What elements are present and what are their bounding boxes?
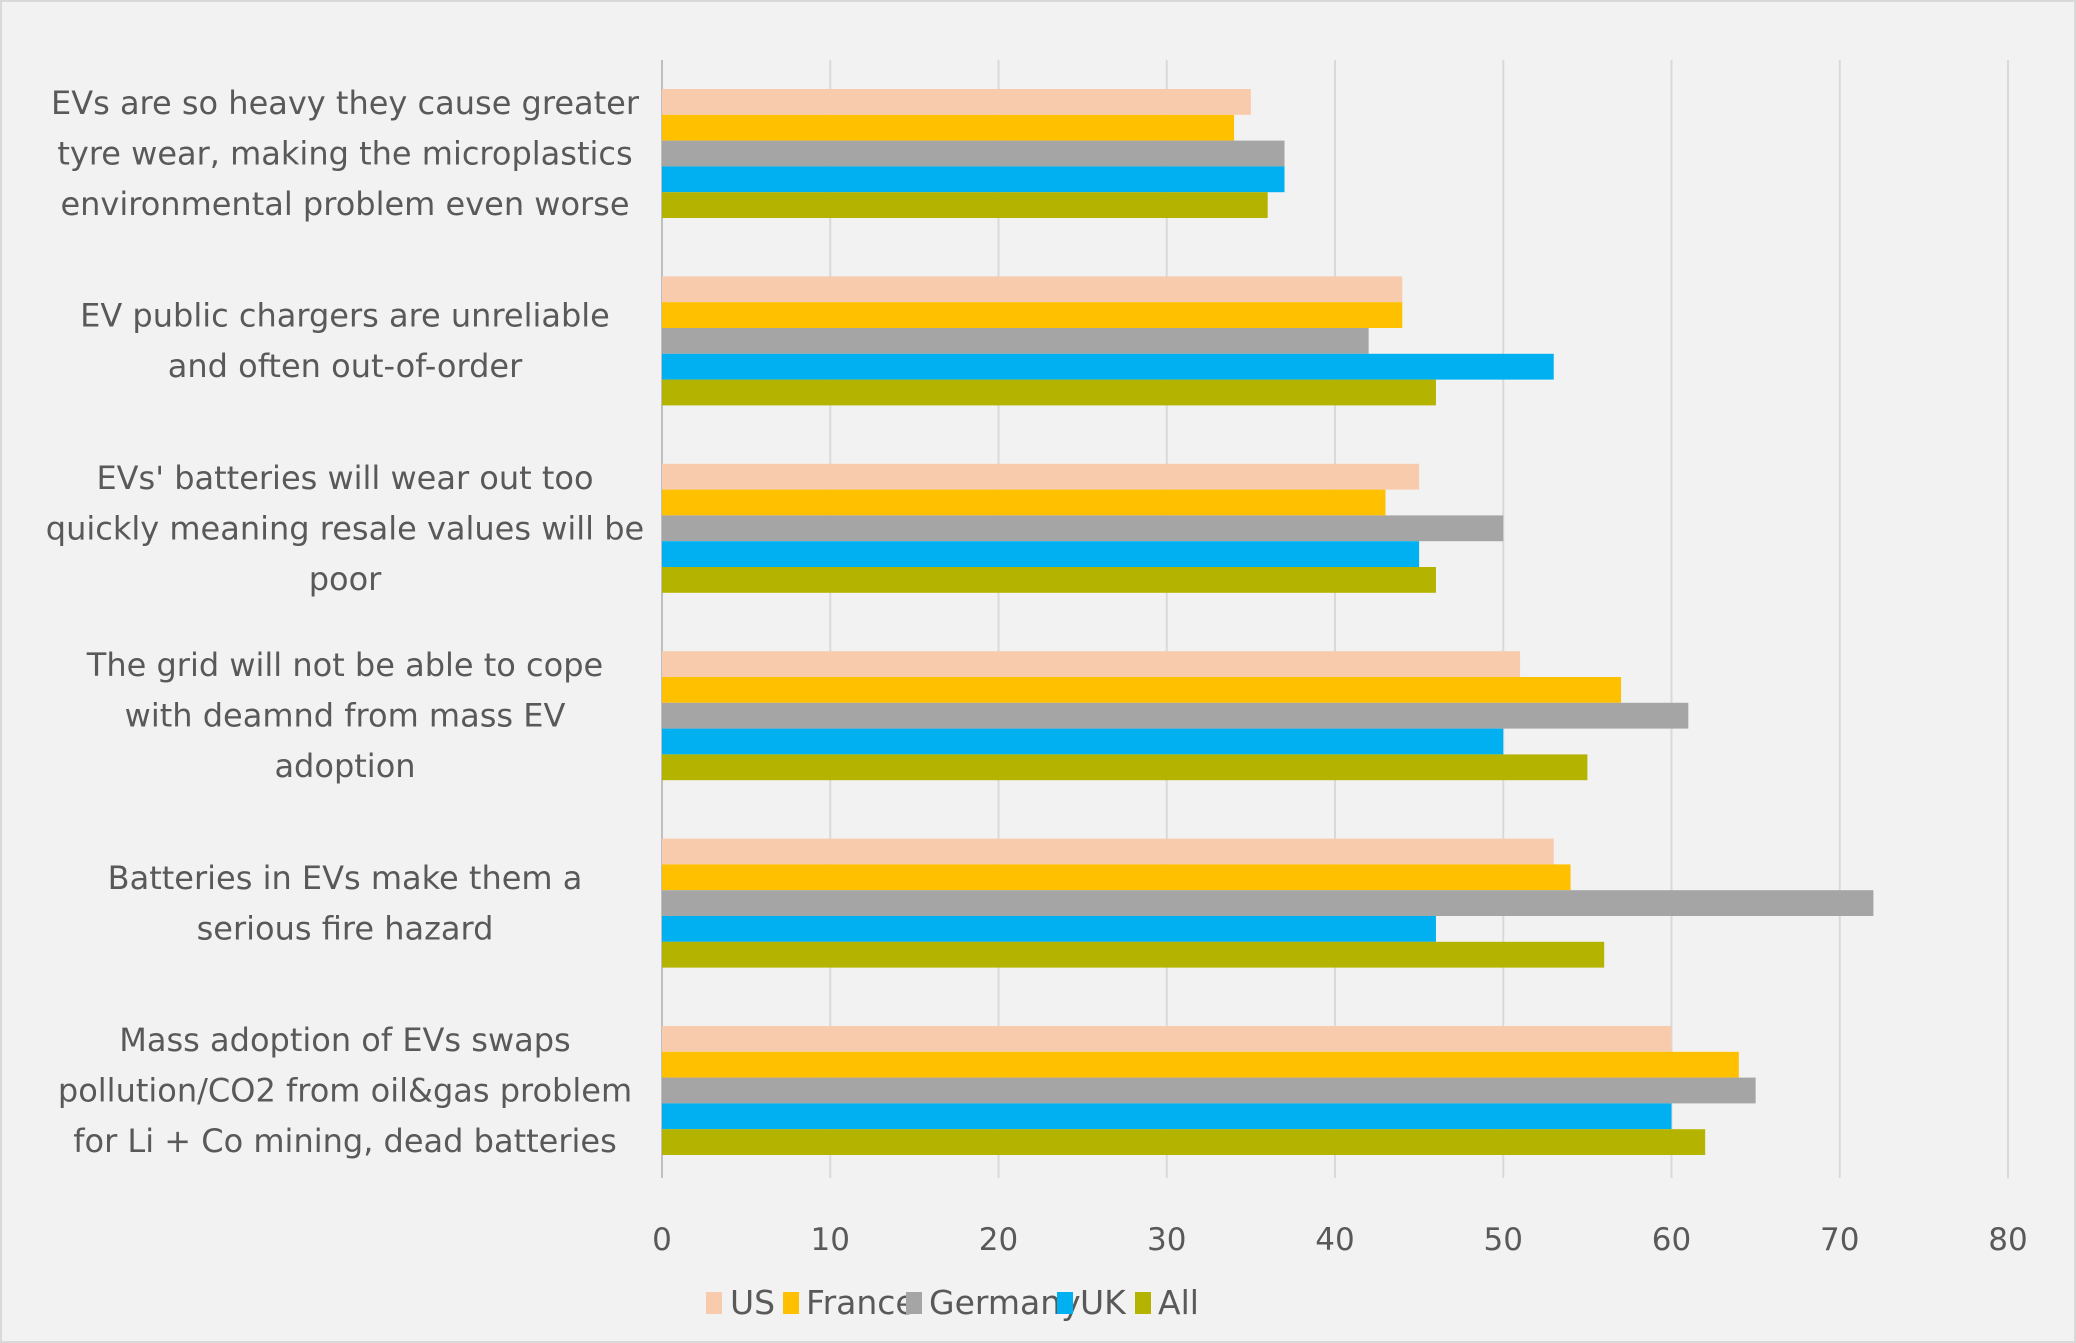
category-label-line: with deamnd from mass EV — [125, 697, 566, 735]
bar-uk-1 — [662, 353, 1554, 380]
category-label-line: tyre wear, making the microplastics — [57, 135, 632, 173]
legend-label-us: US — [730, 1283, 775, 1322]
bar-us-5 — [662, 1026, 1672, 1052]
category-label-line: for Li + Co mining, dead batteries — [73, 1122, 617, 1160]
x-tick-label: 20 — [979, 1222, 1018, 1258]
category-label-line: EVs' batteries will wear out too — [96, 459, 593, 497]
bar-germany-2 — [662, 515, 1504, 542]
bar-uk-3 — [662, 728, 1504, 755]
bar-us-0 — [662, 89, 1251, 115]
bar-uk-0 — [662, 166, 1285, 193]
bar-france-1 — [662, 302, 1403, 328]
bar-uk-4 — [662, 916, 1436, 942]
bar-france-2 — [662, 489, 1386, 516]
category-label-line: adoption — [274, 747, 415, 785]
category-label-line: EV public chargers are unreliable — [80, 297, 610, 335]
bar-france-4 — [662, 864, 1571, 891]
category-label: Batteries in EVs make them a serious fire… — [108, 859, 583, 948]
category-label-line: Mass adoption of EVs swaps — [119, 1021, 570, 1059]
x-tick-label: 40 — [1315, 1222, 1354, 1258]
bar-all-5 — [662, 1129, 1706, 1155]
legend-swatch-uk — [1057, 1292, 1073, 1314]
x-tick-label: 10 — [811, 1222, 850, 1258]
bar-germany-0 — [662, 140, 1285, 167]
category-label-line: and often out-of-order — [168, 347, 523, 385]
bar-us-4 — [662, 838, 1554, 865]
x-tick-label: 80 — [1988, 1222, 2027, 1258]
bar-all-3 — [662, 754, 1588, 781]
x-tick-label: 0 — [652, 1222, 672, 1258]
category-label-line: environmental problem even worse — [60, 185, 629, 223]
legend-swatch-us — [706, 1292, 722, 1314]
legend-label-uk: UK — [1080, 1283, 1127, 1322]
bar-us-1 — [662, 276, 1403, 303]
legend-label-all: All — [1158, 1283, 1199, 1322]
bar-france-0 — [662, 114, 1235, 141]
legend-swatch-germany — [906, 1292, 922, 1314]
bar-uk-2 — [662, 541, 1420, 567]
bar-germany-1 — [662, 328, 1369, 354]
legend-label-germany: Germany — [929, 1283, 1081, 1322]
bar-all-1 — [662, 379, 1436, 406]
legend-swatch-all — [1135, 1292, 1151, 1314]
category-label-line: EVs are so heavy they cause greater — [51, 84, 640, 122]
x-tick-label: 60 — [1652, 1222, 1691, 1258]
x-tick-label: 70 — [1820, 1222, 1859, 1258]
x-tick-label: 30 — [1147, 1222, 1186, 1258]
legend-label-france: France — [806, 1283, 916, 1322]
bar-germany-3 — [662, 702, 1689, 729]
bar-france-5 — [662, 1051, 1739, 1078]
bar-all-4 — [662, 941, 1605, 968]
category-label-line: The grid will not be able to cope — [86, 646, 603, 684]
bar-uk-5 — [662, 1103, 1672, 1130]
bar-all-0 — [662, 192, 1268, 218]
category-label-line: quickly meaning resale values will be — [46, 509, 644, 547]
bar-all-2 — [662, 567, 1436, 593]
category-label: EVs' batteries will wear out too quickly … — [46, 459, 644, 598]
category-label-line: poor — [309, 560, 382, 598]
bar-france-3 — [662, 677, 1622, 703]
bar-us-2 — [662, 463, 1420, 490]
legend-swatch-france — [783, 1292, 799, 1314]
category-label: EV public chargers are unreliable and oft… — [80, 297, 610, 386]
category-label: The grid will not be able to cope with de… — [86, 646, 603, 785]
category-label-line: Batteries in EVs make them a — [108, 859, 583, 897]
x-tick-label: 50 — [1484, 1222, 1523, 1258]
bar-us-3 — [662, 651, 1521, 677]
category-label-line: serious fire hazard — [197, 909, 494, 947]
category-label-line: pollution/CO2 from oil&gas problem — [58, 1072, 632, 1110]
bar-germany-5 — [662, 1077, 1756, 1104]
category-label: EVs are so heavy they cause greater tyre … — [51, 84, 640, 223]
category-label: Mass adoption of EVs swaps pollution/CO2 … — [58, 1021, 632, 1160]
bar-germany-4 — [662, 890, 1874, 916]
